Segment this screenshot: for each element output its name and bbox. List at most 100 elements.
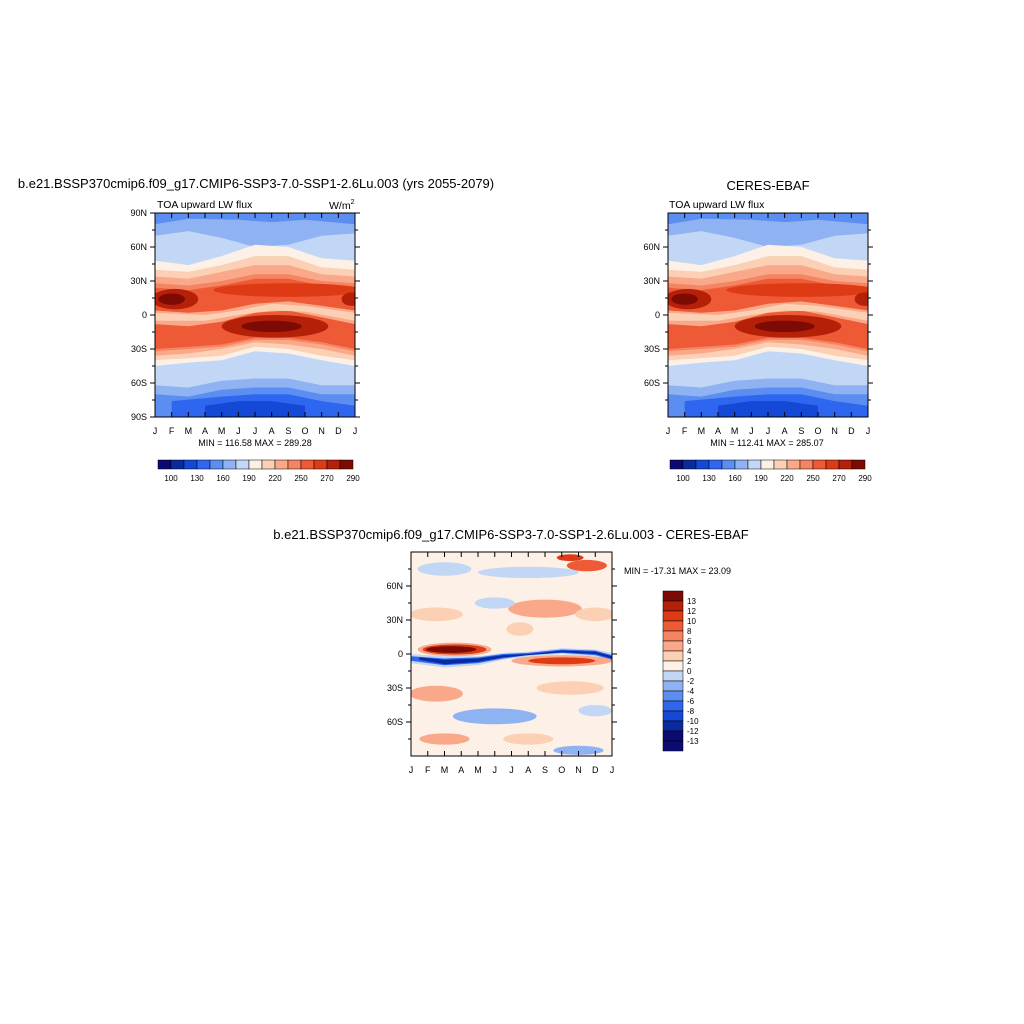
neg-patch bbox=[417, 562, 472, 576]
panel-obs-stats: MIN = 112.41 MAX = 285.07 bbox=[710, 438, 823, 448]
colorbar-box bbox=[248, 459, 263, 470]
colorbar-box bbox=[662, 680, 684, 692]
x-tick-label: D bbox=[592, 765, 599, 775]
x-tick-label: J bbox=[509, 765, 514, 775]
y-tick-label: 30N bbox=[130, 276, 147, 286]
equator-neg-core bbox=[419, 650, 612, 665]
colorbar-label: -13 bbox=[687, 737, 699, 746]
colorbar-label: 0 bbox=[687, 667, 692, 676]
colorbar-box bbox=[682, 459, 697, 470]
south-hottest-core bbox=[241, 320, 302, 333]
x-tick-label: M bbox=[698, 426, 706, 436]
x-tick-label: J bbox=[409, 765, 414, 775]
x-tick-label: M bbox=[441, 765, 449, 775]
x-tick-label: D bbox=[335, 426, 342, 436]
y-tick-label: 30S bbox=[131, 344, 147, 354]
x-tick-label: J bbox=[353, 426, 358, 436]
y-tick-label: 0 bbox=[655, 310, 660, 320]
colorbar-box bbox=[662, 730, 684, 742]
colorbar-box bbox=[695, 459, 710, 470]
itcz-core bbox=[155, 303, 355, 321]
neg-patch bbox=[553, 745, 604, 755]
y-tick-label: 30N bbox=[643, 276, 660, 286]
colorbar-label: 100 bbox=[164, 474, 178, 483]
panel-obs-field bbox=[668, 213, 868, 417]
pos-patch bbox=[536, 681, 604, 695]
colorbar-box bbox=[235, 459, 250, 470]
y-tick-label: 60S bbox=[131, 378, 147, 388]
pos-patch bbox=[575, 607, 612, 622]
field-contours bbox=[411, 554, 612, 755]
panel-model-units: W/m2 bbox=[329, 199, 355, 212]
pos-patch bbox=[411, 607, 463, 622]
colorbar-box bbox=[747, 459, 762, 470]
neg-patch bbox=[478, 566, 579, 579]
colorbar-box bbox=[721, 459, 736, 470]
x-tick-label: A bbox=[782, 426, 788, 436]
colorbar-box bbox=[157, 459, 172, 470]
colorbar-box bbox=[222, 459, 237, 470]
panel-diff-title: b.e21.BSSP370cmip6.f09_g17.CMIP6-SSP3-7.… bbox=[273, 527, 749, 542]
colorbar-box bbox=[760, 459, 775, 470]
colorbar-box bbox=[734, 459, 749, 470]
neg-patch bbox=[452, 708, 537, 725]
neg-patch bbox=[474, 597, 515, 609]
colorbar-box bbox=[708, 459, 723, 470]
colorbar-box bbox=[825, 459, 840, 470]
x-tick-label: F bbox=[682, 426, 688, 436]
colorbar-label: 12 bbox=[687, 607, 696, 616]
colorbar-box bbox=[662, 710, 684, 722]
colorbar-label: -10 bbox=[687, 717, 699, 726]
colorbar-label: 220 bbox=[268, 474, 282, 483]
panel-obs-y-axis: 60N 30N 0 30S 60S bbox=[643, 229, 873, 401]
colorbar-box bbox=[786, 459, 801, 470]
panel-obs-left-string: TOA upward LW flux bbox=[669, 199, 765, 211]
y-tick-label: 60N bbox=[386, 581, 403, 591]
neg-patch bbox=[578, 705, 612, 717]
pos-patch bbox=[503, 733, 554, 745]
panel-model-title: b.e21.BSSP370cmip6.f09_g17.CMIP6-SSP3-7.… bbox=[18, 176, 494, 191]
colorbar-box bbox=[300, 459, 315, 470]
field-contours bbox=[668, 213, 868, 417]
colorbar-label: -12 bbox=[687, 727, 699, 736]
y-tick-label: 60S bbox=[644, 378, 660, 388]
colorbar-box bbox=[662, 590, 684, 602]
colorbar-label: 6 bbox=[687, 637, 692, 646]
north-hottest-core bbox=[671, 293, 699, 305]
x-tick-label: S bbox=[285, 426, 291, 436]
x-tick-label: M bbox=[185, 426, 193, 436]
colorbar-label: 160 bbox=[728, 474, 742, 483]
x-tick-label: A bbox=[269, 426, 275, 436]
colorbar-box bbox=[812, 459, 827, 470]
x-tick-label: S bbox=[542, 765, 548, 775]
colorbar-label: 290 bbox=[858, 474, 872, 483]
colorbar-box bbox=[274, 459, 289, 470]
panel-diff-stats: MIN = -17.31 MAX = 23.09 bbox=[624, 566, 731, 576]
x-tick-label: J bbox=[749, 426, 754, 436]
pos-patch bbox=[419, 733, 470, 745]
south-pole-core bbox=[718, 401, 818, 417]
panel-diff: b.e21.BSSP370cmip6.f09_g17.CMIP6-SSP3-7.… bbox=[273, 527, 749, 775]
y-tick-label: 0 bbox=[398, 649, 403, 659]
north-hot-core-wrap bbox=[341, 292, 355, 306]
colorbar-label: 10 bbox=[687, 617, 696, 626]
colorbar-label: 130 bbox=[190, 474, 204, 483]
x-tick-label: A bbox=[202, 426, 208, 436]
x-tick-label: J bbox=[610, 765, 615, 775]
panel-diff-field bbox=[411, 552, 612, 756]
colorbar-label: 290 bbox=[346, 474, 360, 483]
colorbar-box bbox=[662, 660, 684, 672]
colorbar-label: 270 bbox=[832, 474, 846, 483]
x-tick-label: F bbox=[425, 765, 431, 775]
panel-obs-colorbar: 100 130 160 190 220 250 270 290 bbox=[669, 459, 872, 483]
colorbar-box bbox=[183, 459, 198, 470]
x-tick-label: J bbox=[493, 765, 498, 775]
colorbar-box bbox=[799, 459, 814, 470]
colorbar-box bbox=[773, 459, 788, 470]
colorbar-box bbox=[662, 740, 684, 752]
x-tick-label: A bbox=[525, 765, 531, 775]
x-tick-label: A bbox=[715, 426, 721, 436]
colorbar-box bbox=[851, 459, 866, 470]
